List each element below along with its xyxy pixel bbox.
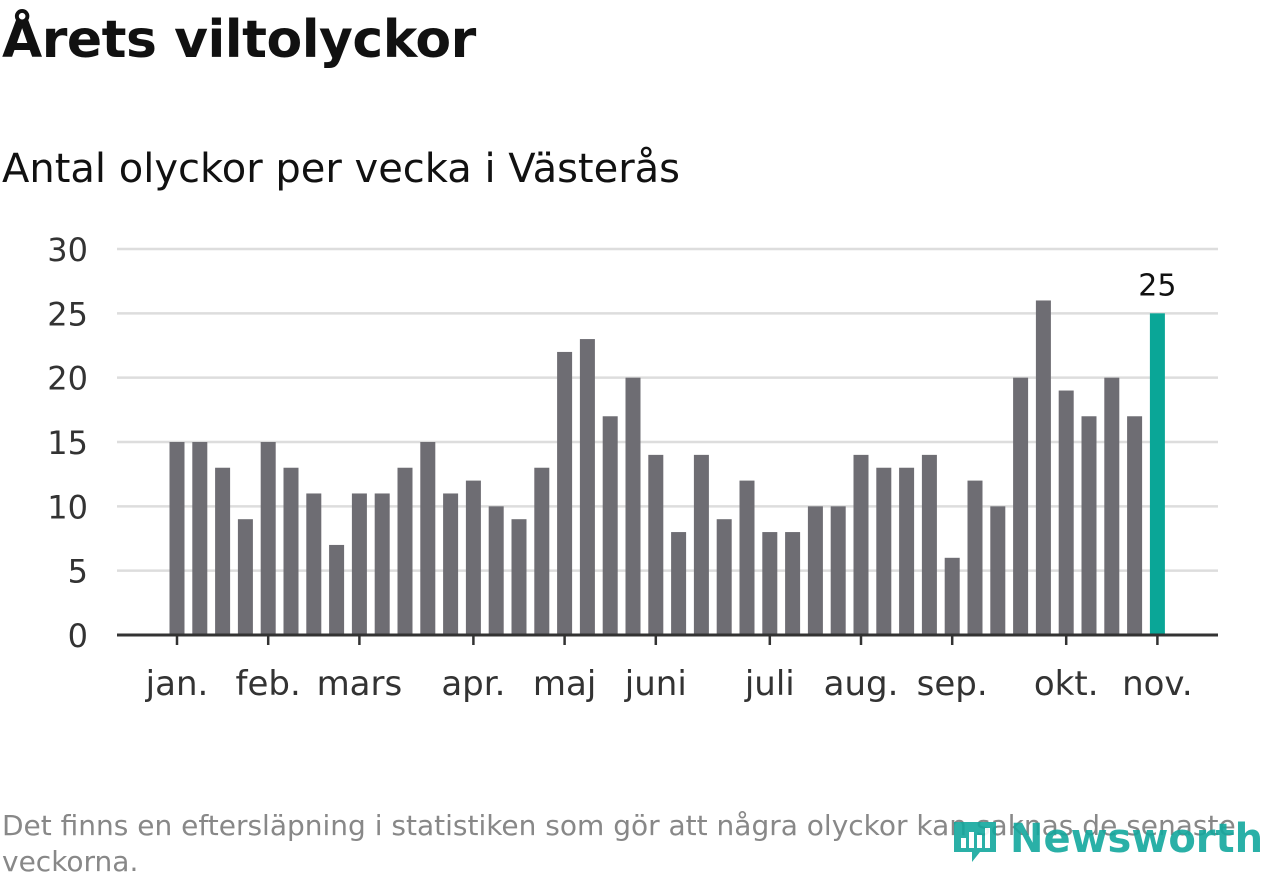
bar [420,442,436,635]
bar [990,506,1006,635]
bar [944,557,960,635]
bar [534,467,550,635]
bar [488,506,504,635]
bar [374,493,390,635]
y-tick-label: 15 [47,424,88,462]
bar [716,519,732,635]
bar [169,442,185,635]
y-gridlines [117,247,1218,572]
bar [1013,377,1029,635]
footnote: Det finns en eftersläpning i statistiken… [2,809,1236,878]
chart-title: Årets viltolyckor [2,10,476,70]
x-tick-label: feb. [236,664,301,704]
y-tick-label: 25 [47,295,88,333]
bar [283,467,299,635]
bar-chart: 0 5 10 15 20 25 30 jan. feb. mars apr. maj juni juli… [47,231,1218,704]
bar [830,506,846,635]
bar [306,493,322,635]
bar [397,467,413,635]
x-axis-ticks: jan. feb. mars apr. maj juni juli aug. sep. okt. n… [145,635,1193,704]
bar [1127,416,1143,635]
bar [1058,390,1074,635]
bar [237,519,253,635]
bar [329,544,345,635]
y-tick-label: 20 [47,360,88,398]
bar [192,442,208,635]
bar-series [169,300,1165,635]
brand-logo: Newsworthy [950,814,1262,864]
bar [671,532,687,635]
y-tick-label: 5 [68,553,88,591]
x-tick-label: mars [317,664,403,704]
chart-subtitle: Antal olyckor per vecka i Västerås [2,146,681,192]
y-axis-ticks: 0 5 10 15 20 25 30 [47,231,88,655]
bar [602,416,618,635]
bar [807,506,823,635]
bar [1104,377,1120,635]
bar [557,351,573,635]
x-tick-label: juni [624,664,687,704]
bar [351,493,367,635]
x-tick-label: sep. [917,664,988,704]
bar [648,454,664,635]
bar [921,454,937,635]
x-tick-label: okt. [1034,664,1099,704]
x-tick-label: apr. [441,664,505,704]
bar [853,454,869,635]
y-tick-label: 0 [68,617,88,655]
bar [260,442,276,635]
bar [443,493,459,635]
x-tick-label: jan. [145,664,209,704]
bar [693,454,709,635]
x-tick-label: juli [744,664,795,704]
bar [785,532,801,635]
brand-name: Newsworthy [1010,816,1262,862]
x-tick-label: aug. [824,664,899,704]
bar-highlighted [1149,313,1165,635]
bar [625,377,641,635]
bar [215,467,231,635]
bar [899,467,915,635]
annotations: 25 [1138,268,1176,303]
bar [739,480,755,635]
bar [1035,300,1051,635]
x-tick-label: nov. [1122,664,1193,704]
newsworthy-logo-icon [954,822,996,862]
bar [876,467,892,635]
x-tick-label: maj [533,664,596,704]
highlight-value-label: 25 [1138,268,1176,303]
bar [579,339,595,635]
y-tick-label: 10 [47,488,88,526]
bar [465,480,481,635]
bar [1081,416,1097,635]
bar [762,532,778,635]
bar [967,480,983,635]
bar [511,519,527,635]
y-tick-label: 30 [47,231,88,269]
